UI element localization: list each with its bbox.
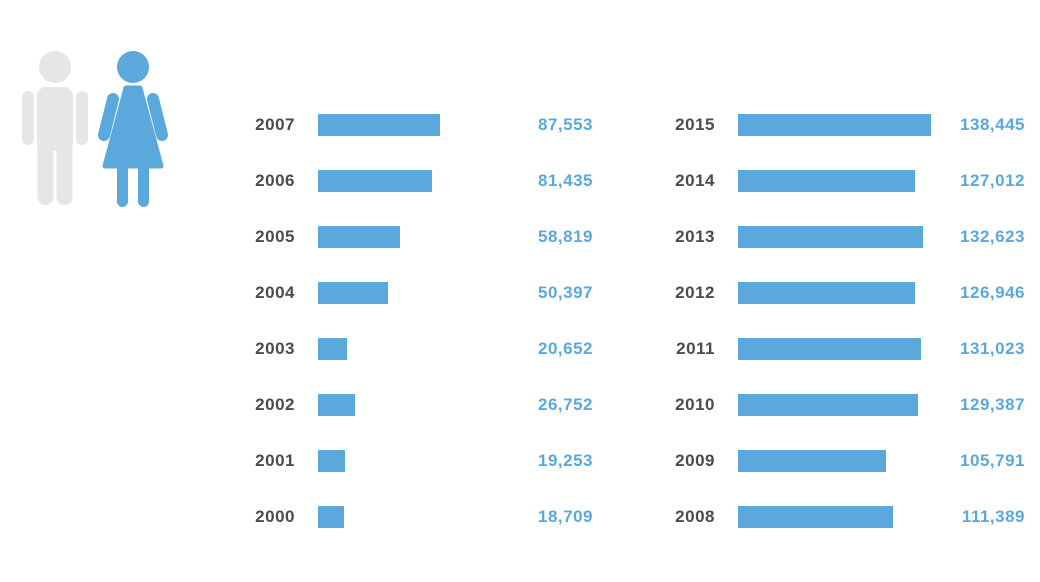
value-bar: [738, 282, 915, 304]
year-label: 2012: [675, 283, 715, 302]
female-person-icon: [98, 51, 168, 207]
bar-track: [738, 114, 944, 136]
value-label: 126,946: [960, 283, 1025, 302]
bar-row: 2012 126,946: [663, 265, 1025, 321]
bar-row: 2008 111,389: [663, 489, 1025, 545]
bar-row: 2015 138,445: [663, 97, 1025, 153]
bar-track: [738, 394, 944, 416]
value-bar: [318, 450, 345, 472]
year-label: 2004: [255, 283, 295, 302]
value-label: 131,023: [960, 339, 1025, 358]
year-label: 2013: [675, 227, 715, 246]
bar-track: [738, 506, 944, 528]
year-label: 2001: [255, 451, 295, 470]
year-label: 2015: [675, 115, 715, 134]
value-bar: [738, 170, 916, 192]
bar-column-2008-2015: 2015 138,445 2014 127,012 2013 132,623 2012 126…: [663, 97, 1025, 545]
value-label: 105,791: [960, 451, 1025, 470]
gender-legend: [22, 47, 170, 210]
bar-track: [318, 394, 524, 416]
bar-row: 2001 19,253: [243, 433, 593, 489]
value-bar: [738, 338, 921, 360]
value-label: 111,389: [961, 507, 1025, 526]
bar-track: [738, 282, 944, 304]
bar-row: 2004 50,397: [243, 265, 593, 321]
value-bar: [318, 282, 389, 304]
bar-track: [318, 170, 524, 192]
value-bar: [318, 114, 441, 136]
year-label: 2007: [255, 115, 295, 134]
bar-row: 2011 131,023: [663, 321, 1025, 377]
bar-track: [738, 226, 944, 248]
value-bar: [318, 226, 400, 248]
bar-row: 2002 26,752: [243, 377, 593, 433]
value-label: 26,752: [538, 395, 593, 414]
year-label: 2002: [255, 395, 295, 414]
bar-row: 2009 105,791: [663, 433, 1025, 489]
year-label: 2003: [255, 339, 295, 358]
value-label: 127,012: [960, 171, 1025, 190]
year-label: 2011: [676, 339, 715, 358]
value-bar: [318, 170, 432, 192]
bar-row: 2000 18,709: [243, 489, 593, 545]
bar-track: [318, 226, 524, 248]
bar-column-2000-2007: 2007 87,553 2006 81,435 2005 58,819 2004 50,397…: [243, 97, 593, 545]
value-bar: [738, 226, 923, 248]
value-label: 132,623: [960, 227, 1025, 246]
value-bar: [738, 114, 931, 136]
value-bar: [738, 394, 919, 416]
bar-track: [318, 338, 524, 360]
value-label: 20,652: [538, 339, 593, 358]
value-label: 50,397: [538, 283, 593, 302]
bar-track: [738, 450, 944, 472]
bar-row: 2006 81,435: [243, 153, 593, 209]
year-label: 2014: [675, 171, 715, 190]
value-bar: [738, 450, 886, 472]
value-label: 87,553: [538, 115, 593, 134]
year-label: 2008: [675, 507, 715, 526]
bar-row: 2003 20,652: [243, 321, 593, 377]
value-label: 81,435: [538, 171, 593, 190]
bar-track: [738, 170, 944, 192]
value-label: 18,709: [538, 507, 593, 526]
year-label: 2009: [675, 451, 715, 470]
male-person-icon: [22, 51, 88, 205]
value-label: 129,387: [960, 395, 1025, 414]
value-label: 138,445: [960, 115, 1025, 134]
value-bar: [738, 506, 894, 528]
bar-row: 2005 58,819: [243, 209, 593, 265]
year-label: 2005: [255, 227, 295, 246]
value-bar: [318, 394, 356, 416]
bar-row: 2010 129,387: [663, 377, 1025, 433]
value-bar: [318, 506, 345, 528]
bar-row: 2007 87,553: [243, 97, 593, 153]
bar-row: 2014 127,012: [663, 153, 1025, 209]
bar-track: [318, 282, 524, 304]
year-label: 2000: [255, 507, 295, 526]
bar-track: [318, 114, 524, 136]
year-label: 2006: [255, 171, 295, 190]
value-label: 58,819: [538, 227, 593, 246]
bar-track: [318, 450, 524, 472]
bar-track: [738, 338, 944, 360]
value-bar: [318, 338, 347, 360]
year-label: 2010: [675, 395, 715, 414]
bar-track: [318, 506, 524, 528]
bar-row: 2013 132,623: [663, 209, 1025, 265]
value-label: 19,253: [538, 451, 593, 470]
